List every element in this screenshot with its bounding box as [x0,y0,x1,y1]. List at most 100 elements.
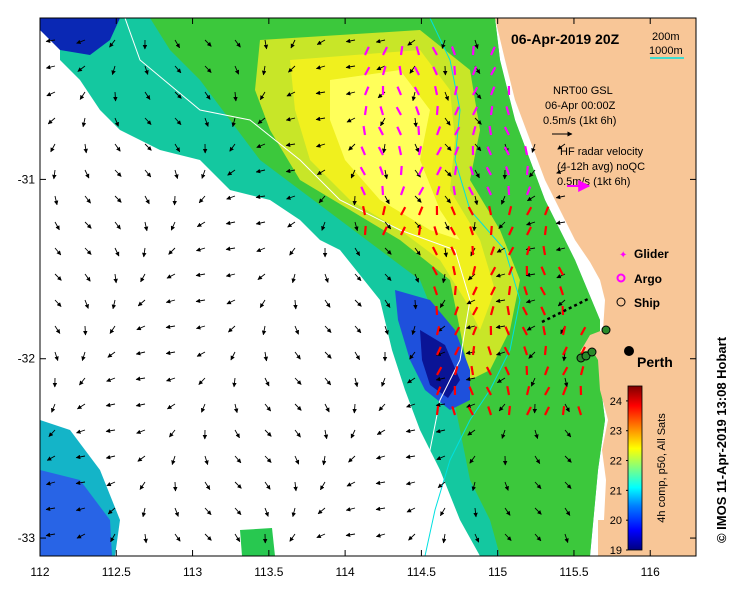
isobath-1000m [424,18,521,556]
colorbar-ticks: 24 23 22 21 20 19 [610,396,628,557]
hf-arrow-153 [435,386,442,396]
gsl-arrow-269 [376,429,386,435]
hf-arrow-32 [489,105,494,116]
gsl-arrow-229 [264,377,270,387]
gsl-arrow-324 [406,507,416,513]
hf-arrow-52 [524,145,529,156]
gsl-arrow-193 [261,325,267,336]
gsl-arrow-26 [376,65,386,71]
hf-arrow-34 [362,125,367,136]
gsl-arrow-160 [354,273,362,282]
ship-label: Ship [634,296,660,310]
hf-line1: HF radar velocity [560,146,644,158]
hf-arrow-33 [505,106,511,116]
hf-arrow-71 [507,185,511,196]
hf-arrow-148 [504,366,511,376]
gsl-arrow-4 [174,39,180,49]
hf-arrow-144 [436,366,443,376]
gsl-arrow-242 [105,402,116,408]
gsl-arrow-16 [77,65,86,72]
hf-arrow-74 [381,205,387,216]
hf-arrow-115 [523,286,529,296]
gsl-arrow-119 [196,221,206,228]
gsl-arrow-286 [348,455,356,463]
credit-text: © IMOS 11-Apr-2019 13:08 Hobart [714,336,729,543]
hf-arrow-15 [490,66,497,76]
hf-arrow-60 [485,166,492,176]
gsl-arrow-6 [234,39,241,48]
gsl-arrow-57 [413,117,418,128]
hf-arrow-117 [559,286,565,296]
gsl-arrow-181 [439,299,446,308]
gsl-arrow-204 [54,351,59,362]
gsl-arrow-107 [384,195,390,205]
gsl-arrow-74 [474,143,482,152]
gsl-arrow-44 [474,91,482,100]
hf-arrow-112 [472,286,478,296]
gsl-arrow-270 [405,428,416,434]
gsl-arrow-254 [466,403,476,408]
hf-arrow-56 [418,166,424,176]
gsl-arrow-282 [234,455,242,464]
hf-arrow-6 [471,45,475,56]
gsl-arrow-183 [495,298,506,304]
hf-arrow-159 [544,386,551,396]
hf-arrow-104 [471,265,477,276]
gsl-arrow-208 [165,350,176,356]
gsl-arrow-272 [467,429,476,436]
gsl-arrow-70 [348,143,356,151]
gsl-arrow-142 [354,247,361,257]
gsl-arrow-236 [465,376,476,382]
gsl-arrow-298 [173,481,178,492]
hf-arrow-4 [431,46,438,56]
ship-track [541,296,591,324]
gsl-arrow-214 [354,351,360,361]
gsl-arrow-206 [107,351,116,358]
gsl-arrow-185 [557,299,566,307]
hf-arrow-84 [363,225,367,236]
gsl-arrow-255 [498,403,506,412]
hf-arrow-55 [399,165,403,176]
gsl-arrow-50 [204,117,209,127]
gsl-arrow-111 [501,195,506,205]
gsl-arrow-14 [474,39,479,50]
gsl-arrow-131 [555,220,566,225]
hf-arrow-90 [469,226,475,236]
hf-arrow-51 [503,146,510,156]
gsl-arrow-198 [411,325,416,336]
gsl-arrow-7 [263,39,269,50]
hf-arrow-140 [523,346,529,356]
gsl-arrow-277 [75,454,86,460]
x-tick-label-5: 114.5 [407,565,436,579]
hf-arrow-133 [561,326,567,336]
gsl-arrow-207 [135,350,146,356]
gsl-arrow-58 [444,117,451,126]
gsl-arrow-59 [474,117,482,125]
gsl-arrow-151 [84,273,91,282]
gsl-arrow-55 [346,117,356,123]
hf-arrow-163 [451,406,457,416]
gsl-arrow-19 [174,65,182,74]
hf-arrow-21 [453,85,459,96]
hf-arrow-113 [490,286,496,296]
hf-arrow-25 [363,105,368,116]
hf-arrow-12 [432,66,439,76]
gsl-arrow-89 [383,169,389,180]
ship-symbol [616,297,626,307]
gsl-arrow-66 [229,143,236,152]
hf-arrow-95 [431,246,438,256]
gsl-arrow-338 [289,533,296,542]
gsl-arrow-130 [526,221,536,226]
hf-arrow-139 [503,346,510,356]
hf-arrow-45 [398,145,403,156]
gsl-arrow-20 [204,65,212,73]
gsl-arrow-234 [407,377,416,384]
gsl-arrow-35 [204,91,211,100]
hf-arrow-70 [486,186,493,196]
hf-arrow-96 [450,246,457,256]
gsl-arrow-77 [557,143,566,150]
hf-arrow-39 [454,126,461,136]
gsl-arrow-97 [84,195,91,204]
gsl-arrow-134 [114,247,120,257]
